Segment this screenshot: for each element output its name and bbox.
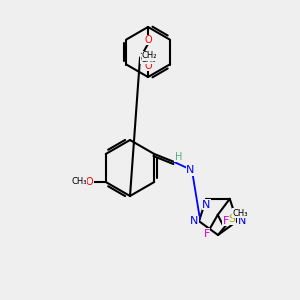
Text: CH₃: CH₃ bbox=[232, 208, 248, 217]
Text: CH₂: CH₂ bbox=[142, 52, 158, 61]
Text: N: N bbox=[238, 216, 246, 226]
Text: O: O bbox=[144, 61, 152, 71]
Text: N: N bbox=[202, 200, 210, 210]
Text: CH₃: CH₃ bbox=[71, 178, 86, 187]
Text: F: F bbox=[223, 216, 229, 226]
Text: S: S bbox=[228, 214, 236, 224]
Text: H: H bbox=[175, 152, 182, 162]
Text: F: F bbox=[204, 229, 210, 239]
Text: CH₃: CH₃ bbox=[140, 55, 156, 64]
Text: O: O bbox=[144, 35, 152, 45]
Text: N: N bbox=[190, 216, 198, 226]
Text: N: N bbox=[186, 165, 194, 175]
Text: O: O bbox=[86, 177, 94, 187]
